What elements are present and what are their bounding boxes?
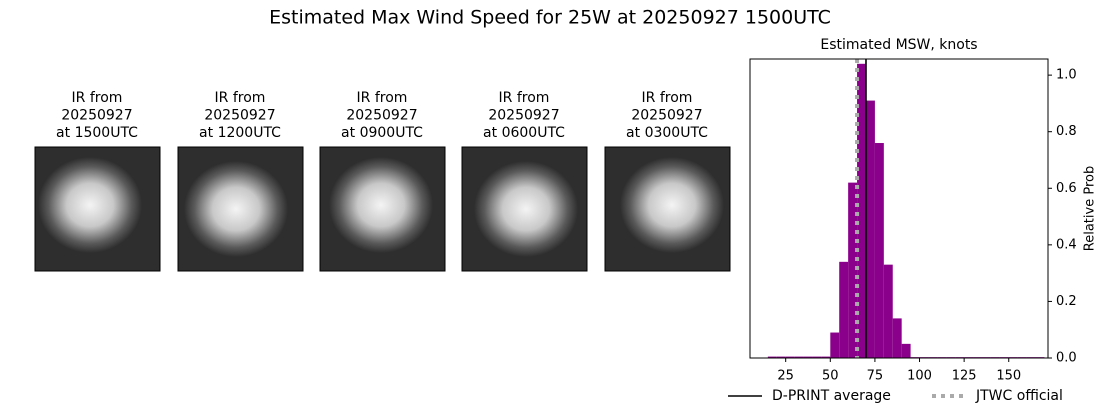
panel-title: at 0300UTC xyxy=(626,125,708,141)
x-tick-label: 125 xyxy=(952,369,977,384)
bar xyxy=(901,343,911,358)
ir-image-frame xyxy=(461,146,588,272)
legend-label: D-PRINT average xyxy=(772,388,891,404)
y-tick-label: 0.6 xyxy=(1056,181,1077,196)
panel-title: 20250927 xyxy=(204,108,275,124)
y-tick-label: 0.4 xyxy=(1056,237,1077,252)
figure-title: Estimated Max Wind Speed for 25W at 2025… xyxy=(269,7,831,29)
ir-image-frame xyxy=(604,146,731,272)
panel-title: at 1500UTC xyxy=(56,125,138,141)
panel-title: at 0600UTC xyxy=(483,125,565,141)
x-tick-label: 25 xyxy=(777,369,794,384)
ir-image-storm xyxy=(474,161,578,257)
panel-title: IR from xyxy=(499,90,550,106)
panel-title: 20250927 xyxy=(488,108,559,124)
ir-image-storm xyxy=(620,157,724,253)
bar xyxy=(821,356,831,358)
ir-image-frame xyxy=(177,146,304,272)
bar xyxy=(767,356,777,358)
y-tick-label: 0.0 xyxy=(1056,351,1077,366)
panel-title: 20250927 xyxy=(61,108,132,124)
x-tick-label: 75 xyxy=(867,369,884,384)
panel-title: at 0900UTC xyxy=(341,125,423,141)
bar xyxy=(785,356,795,358)
bar xyxy=(776,356,786,358)
x-tick-label: 150 xyxy=(996,369,1021,384)
bar xyxy=(839,261,849,358)
bar xyxy=(865,100,875,359)
ir-image-storm xyxy=(38,157,142,253)
bar xyxy=(803,356,813,358)
panel-title: 20250927 xyxy=(346,108,417,124)
bar xyxy=(874,143,884,358)
bar xyxy=(830,332,840,358)
panel-title: IR from xyxy=(357,90,408,106)
y-tick-label: 1.0 xyxy=(1056,68,1077,83)
plot-frame xyxy=(749,58,1049,359)
chart-title: Estimated MSW, knots xyxy=(820,37,977,53)
ir-image-frame xyxy=(34,146,161,272)
bar xyxy=(794,356,804,358)
y-axis-label: Relative Prob xyxy=(1083,166,1098,251)
y-tick-label: 0.2 xyxy=(1056,294,1077,309)
bar xyxy=(883,264,893,358)
panel-title: IR from xyxy=(215,90,266,106)
panel-title: IR from xyxy=(72,90,123,106)
bar xyxy=(892,318,902,358)
ir-image-storm xyxy=(329,157,433,253)
panel-title: 20250927 xyxy=(631,108,702,124)
panel-title: IR from xyxy=(642,90,693,106)
y-tick-label: 0.8 xyxy=(1056,124,1077,139)
x-tick-label: 50 xyxy=(822,369,839,384)
bar xyxy=(812,356,822,358)
bar xyxy=(857,63,866,358)
ir-image-frame xyxy=(319,146,446,272)
x-tick-label: 100 xyxy=(907,369,932,384)
legend-label: JTWC official xyxy=(975,388,1063,404)
bar xyxy=(848,182,858,358)
ir-image-storm xyxy=(184,161,288,257)
panel-title: at 1200UTC xyxy=(199,125,281,141)
